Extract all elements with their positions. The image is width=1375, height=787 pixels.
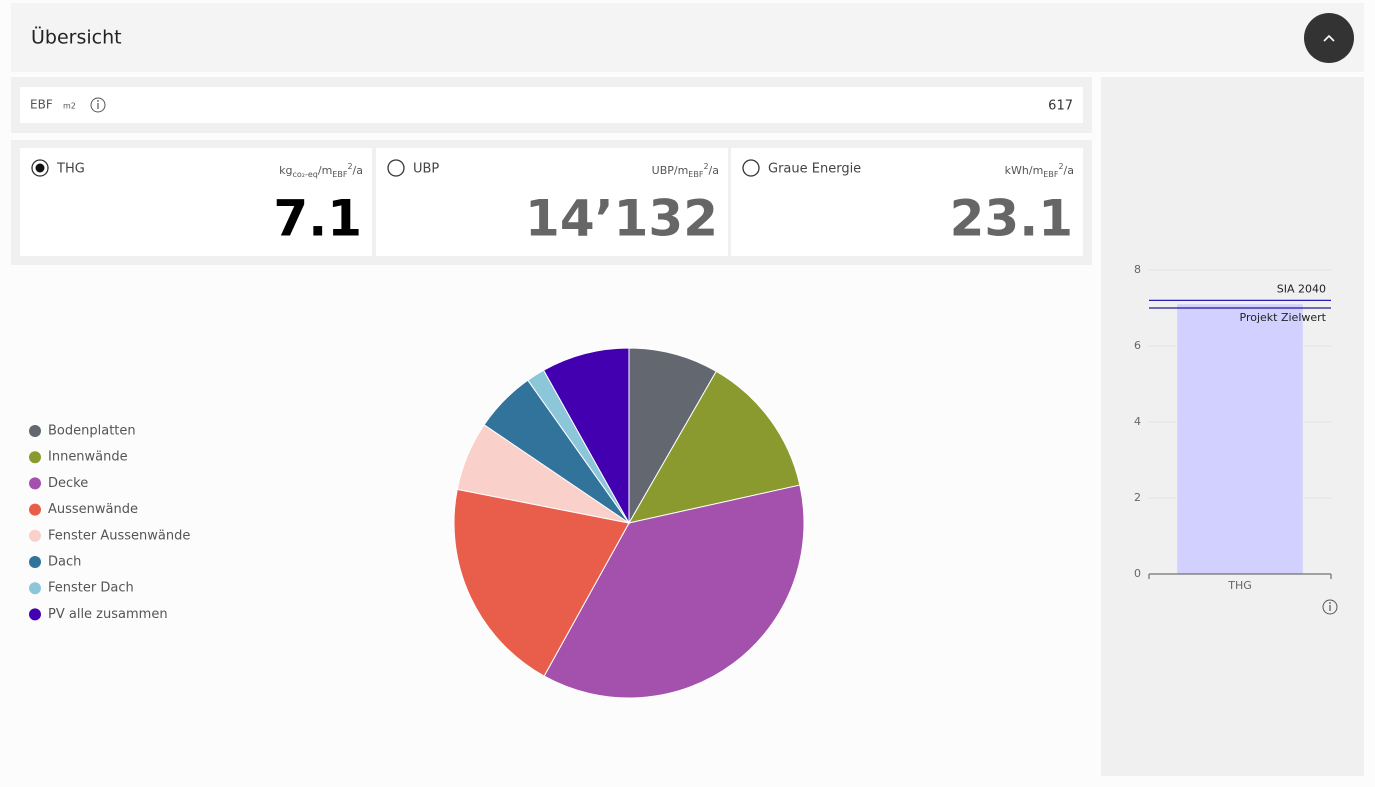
metric-card bbox=[376, 148, 728, 256]
ebf-row bbox=[20, 87, 1083, 123]
header-title: Übersicht bbox=[31, 26, 122, 49]
unit-part: UBP/m bbox=[652, 164, 689, 177]
pie-slice bbox=[543, 484, 805, 699]
legend-label: Fenster Aussenwände bbox=[48, 528, 190, 543]
metric-radio[interactable] bbox=[31, 159, 49, 177]
unit-part: EBF bbox=[1043, 170, 1059, 179]
metric-label: UBP bbox=[413, 162, 439, 177]
legend-item[interactable]: PV alle zusammen bbox=[29, 607, 168, 622]
legend-swatch bbox=[29, 608, 41, 621]
legend-label: PV alle zusammen bbox=[48, 607, 168, 622]
info-icon[interactable] bbox=[1322, 599, 1338, 615]
y-tick-label: 0 bbox=[1134, 567, 1141, 580]
unit-part: kWh/m bbox=[1005, 164, 1044, 177]
unit-part: kg bbox=[279, 164, 292, 177]
legend-item[interactable]: Fenster Aussenwände bbox=[29, 528, 190, 543]
bar bbox=[1177, 304, 1303, 574]
pie-slice bbox=[628, 370, 801, 524]
unit-part: 2 bbox=[1058, 162, 1063, 171]
unit-part: /a bbox=[709, 164, 719, 177]
collapse-button[interactable] bbox=[1304, 13, 1354, 63]
metric-value: 14’132 bbox=[525, 190, 718, 248]
unit-part: EBF bbox=[332, 170, 348, 179]
legend-label: Fenster Dach bbox=[48, 581, 134, 596]
metric-unit: kWh/mEBF2/a bbox=[1005, 162, 1074, 179]
ebf-value: 617 bbox=[1048, 99, 1073, 114]
metric-label: THG bbox=[56, 162, 85, 177]
metric-radio[interactable] bbox=[387, 159, 405, 177]
x-tick-label: THG bbox=[1227, 579, 1252, 592]
y-tick-label: 4 bbox=[1134, 415, 1141, 428]
unit-part: /m bbox=[318, 164, 332, 177]
metric-unit: kgco₂-eq/mEBF2/a bbox=[279, 162, 363, 179]
legend-swatch bbox=[29, 556, 41, 568]
unit-part: 2 bbox=[347, 162, 352, 171]
y-tick-label: 2 bbox=[1134, 491, 1141, 504]
pie-slice bbox=[628, 347, 717, 525]
legend-swatch bbox=[29, 425, 41, 437]
unit-part: EBF bbox=[688, 170, 704, 179]
header-panel bbox=[11, 3, 1364, 72]
radio-ring bbox=[742, 159, 760, 177]
metric-label: Graue Energie bbox=[768, 162, 861, 177]
legend-swatch bbox=[29, 529, 41, 542]
metric-value: 7.1 bbox=[273, 190, 362, 248]
reference-label: SIA 2040 bbox=[1277, 282, 1326, 295]
metric-card bbox=[731, 148, 1083, 256]
legend-label: Bodenplatten bbox=[48, 424, 136, 439]
legend-swatch bbox=[29, 503, 41, 516]
reference-label: Projekt Zielwert bbox=[1240, 311, 1327, 324]
legend-swatch bbox=[29, 582, 41, 595]
ebf-unit: m2 bbox=[63, 102, 76, 111]
pie-slice bbox=[453, 488, 630, 677]
legend-label: Decke bbox=[48, 476, 88, 491]
pie-slice bbox=[542, 347, 630, 525]
legend-item[interactable]: Decke bbox=[29, 476, 88, 491]
metric-value: 23.1 bbox=[950, 190, 1073, 248]
unit-part: 2 bbox=[703, 162, 708, 171]
legend-swatch bbox=[29, 451, 41, 464]
legend-label: Innenwände bbox=[48, 450, 128, 465]
unit-part: co₂-eq bbox=[292, 170, 317, 179]
radio-ring bbox=[387, 159, 405, 177]
ebf-label: EBF bbox=[30, 98, 53, 112]
metric-radio[interactable] bbox=[742, 159, 760, 177]
y-tick-label: 8 bbox=[1134, 263, 1141, 276]
legend-item[interactable]: Bodenplatten bbox=[29, 424, 136, 439]
legend-item[interactable]: Innenwände bbox=[29, 450, 128, 465]
metric-card bbox=[20, 148, 372, 256]
unit-part: /a bbox=[353, 164, 363, 177]
y-tick-label: 6 bbox=[1134, 339, 1141, 352]
unit-part: /a bbox=[1064, 164, 1074, 177]
legend-swatch bbox=[29, 477, 41, 490]
metric-unit: UBP/mEBF2/a bbox=[652, 162, 719, 179]
legend-item[interactable]: Dach bbox=[29, 555, 81, 570]
legend-label: Dach bbox=[48, 555, 81, 570]
info-icon[interactable] bbox=[90, 97, 106, 113]
radio-dot bbox=[35, 163, 45, 173]
legend-item[interactable]: Aussenwände bbox=[29, 502, 138, 517]
legend-item[interactable]: Fenster Dach bbox=[29, 581, 134, 596]
legend-label: Aussenwände bbox=[48, 502, 138, 517]
